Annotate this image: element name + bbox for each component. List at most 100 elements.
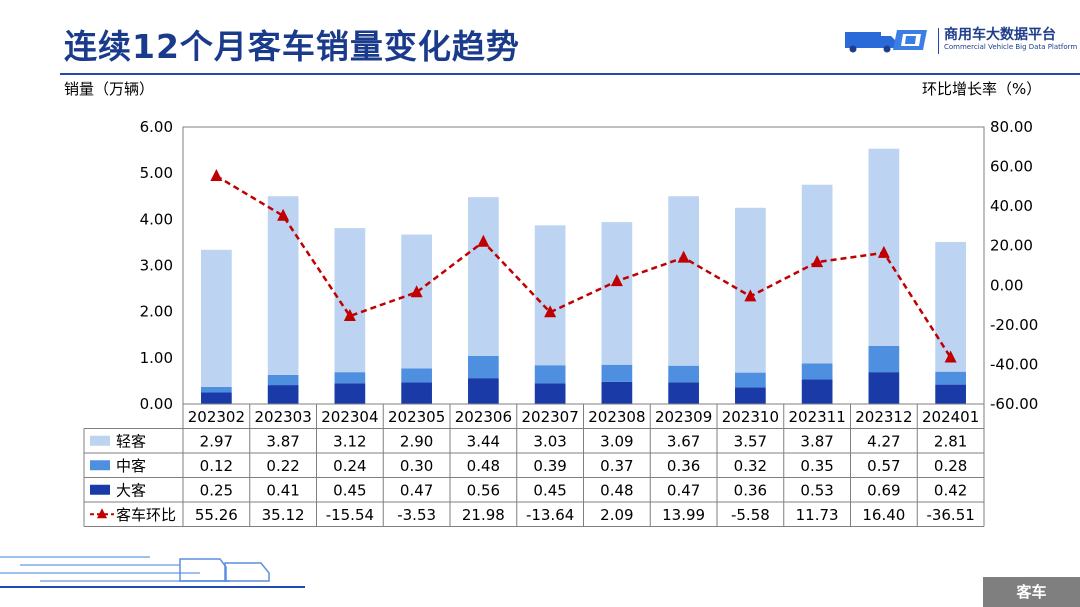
- bar-medium-bus: [801, 363, 833, 380]
- mom-growth-marker: [811, 255, 824, 268]
- page-title: 连续12个月客车销量变化趋势: [64, 27, 520, 66]
- truck-logo-icon: [845, 30, 927, 53]
- bar-large-bus: [801, 379, 833, 404]
- mom-growth-marker: [877, 245, 890, 258]
- right-axis-tick-label: 80.00: [990, 118, 1033, 136]
- table-cell-value: 3.67: [667, 432, 700, 450]
- left-axis-tick-label: 4.00: [140, 210, 173, 228]
- table-cell-value: 0.47: [667, 481, 700, 499]
- bar-light-bus: [534, 225, 566, 366]
- table-cell-value: 0.37: [600, 457, 633, 475]
- table-cell-value: 0.25: [200, 481, 233, 499]
- plot-area-frame: [182, 126, 985, 405]
- bar-large-bus: [401, 382, 432, 404]
- table-cell-value: 3.87: [800, 432, 833, 450]
- x-axis-category-label: 202312: [855, 408, 912, 426]
- table-cell-value: 3.44: [467, 432, 500, 450]
- left-axis-title: 销量（万辆）: [64, 80, 155, 98]
- table-cell-value: 2.09: [600, 506, 633, 524]
- x-axis-category-label: 202302: [188, 408, 245, 426]
- table-cell-value: 21.98: [462, 506, 505, 524]
- mom-growth-marker: [744, 289, 757, 302]
- bar-light-bus: [801, 184, 833, 364]
- table-cell-value: 0.30: [400, 457, 433, 475]
- table-cell-value: 0.41: [266, 481, 299, 499]
- table-cell-value: 0.45: [333, 481, 366, 499]
- bar-large-bus: [935, 384, 966, 404]
- table-cell-value: 0.56: [467, 481, 500, 499]
- table-cell-value: -15.54: [326, 506, 374, 524]
- table-row-label: 大客: [116, 481, 146, 499]
- table-cell-value: 35.12: [262, 506, 305, 524]
- legend-triangle-marker: [97, 508, 107, 519]
- mom-growth-marker: [610, 274, 623, 287]
- bar-light-bus: [668, 196, 699, 366]
- footer-category-tag: 客车: [983, 577, 1080, 607]
- table-cell-value: 0.32: [734, 457, 767, 475]
- left-axis-tick-label: 6.00: [140, 118, 173, 136]
- bar-large-bus: [201, 392, 232, 404]
- table-cell-value: 3.57: [734, 432, 767, 450]
- table-cell-value: 0.36: [667, 457, 700, 475]
- right-axis-tick-label: 60.00: [990, 158, 1033, 176]
- x-axis-category-label: 202305: [388, 408, 445, 426]
- bar-medium-bus: [601, 364, 633, 382]
- table-cell-value: 16.40: [862, 506, 905, 524]
- bar-light-bus: [401, 234, 432, 369]
- table-cell-value: 3.12: [333, 432, 366, 450]
- table-cell-value: 0.53: [800, 481, 833, 499]
- left-axis-tick-label: 0.00: [140, 395, 173, 413]
- table-cell-value: 3.03: [533, 432, 566, 450]
- bar-medium-bus: [334, 372, 366, 384]
- bar-large-bus: [267, 385, 299, 404]
- table-cell-value: 3.09: [600, 432, 633, 450]
- mom-growth-marker: [277, 208, 290, 221]
- left-axis-tick-label: 3.00: [140, 257, 173, 275]
- right-axis-tick-label: 20.00: [990, 237, 1033, 255]
- x-axis-category-label: 202304: [321, 408, 378, 426]
- table-cell-value: 0.42: [934, 481, 967, 499]
- mom-growth-marker: [210, 168, 223, 181]
- bus-decoration-icon: [0, 556, 305, 588]
- bar-large-bus: [534, 383, 566, 404]
- legend-color-swatch: [90, 460, 110, 471]
- bar-light-bus: [267, 196, 299, 375]
- table-cell-value: 0.12: [200, 457, 233, 475]
- table-cell-value: 0.35: [800, 457, 833, 475]
- right-axis-tick-label: -40.00: [990, 355, 1038, 373]
- table-cell-value: 2.90: [400, 432, 433, 450]
- x-axis-category-label: 202310: [722, 408, 779, 426]
- bar-medium-bus: [201, 386, 232, 393]
- table-cell-value: 0.36: [734, 481, 767, 499]
- bar-light-bus: [935, 241, 966, 372]
- bar-large-bus: [735, 387, 766, 404]
- x-axis-category-label: 202309: [655, 408, 712, 426]
- table-cell-value: -5.58: [731, 506, 770, 524]
- mom-growth-line: [215, 174, 952, 359]
- table-cell-value: 0.47: [400, 481, 433, 499]
- right-axis-tick-label: -60.00: [990, 395, 1038, 413]
- table-cell-value: 0.45: [533, 481, 566, 499]
- mom-growth-marker: [343, 309, 356, 322]
- bar-medium-bus: [267, 374, 299, 386]
- table-cell-value: 13.99: [662, 506, 705, 524]
- table-cell-value: 0.28: [934, 457, 967, 475]
- bar-large-bus: [468, 378, 499, 404]
- x-axis-category-label: 202308: [588, 408, 645, 426]
- legend-color-swatch: [90, 435, 110, 446]
- bar-large-bus: [601, 381, 633, 404]
- table-cell-value: -13.64: [526, 506, 574, 524]
- bar-medium-bus: [468, 355, 499, 379]
- logo-divider: [938, 28, 939, 54]
- table-row-label: 客车环比: [116, 506, 176, 524]
- left-axis-tick-label: 2.00: [140, 303, 173, 321]
- table-cell-value: 0.22: [266, 457, 299, 475]
- table-row-label: 中客: [116, 457, 146, 475]
- table-cell-value: 0.69: [867, 481, 900, 499]
- table-cell-value: -36.51: [926, 506, 974, 524]
- right-axis-tick-label: 40.00: [990, 197, 1033, 215]
- mom-growth-marker: [944, 350, 957, 363]
- logo-text-en: Commercial Vehicle Big Data Platform: [944, 43, 1078, 51]
- mom-growth-marker: [477, 234, 490, 247]
